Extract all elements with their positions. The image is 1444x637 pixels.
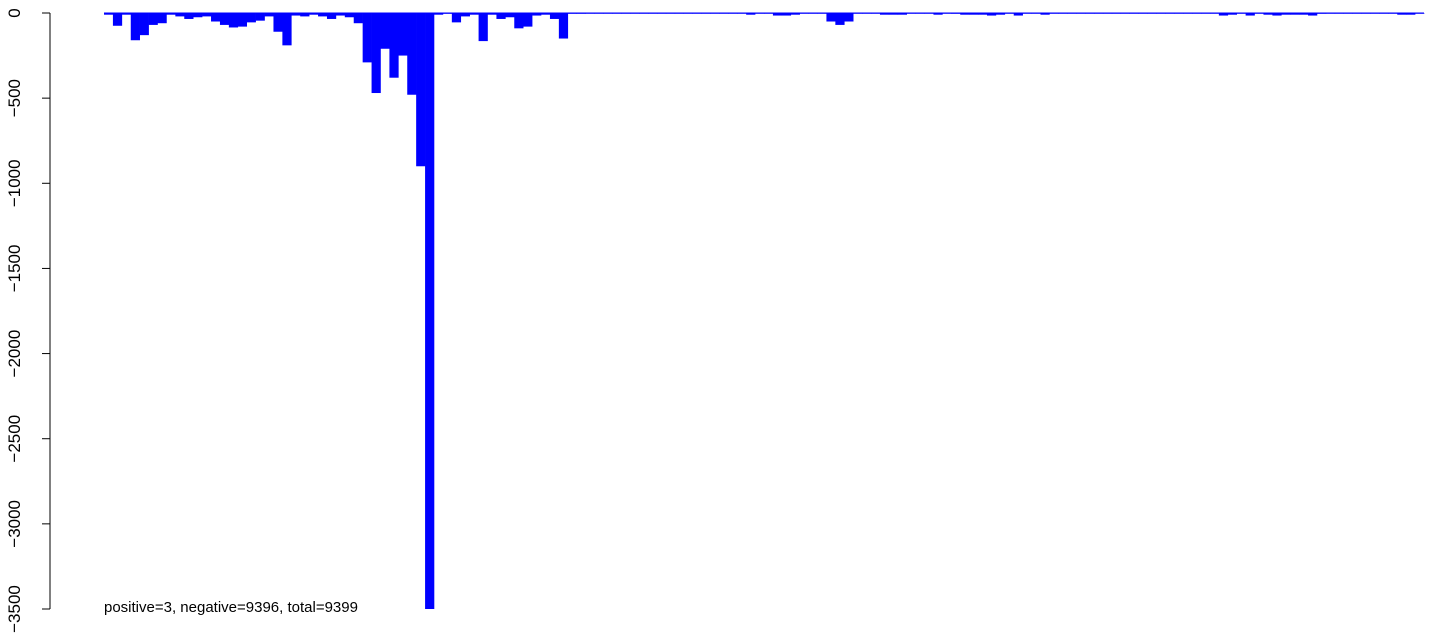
y-tick-label--2000: −2000 (5, 330, 24, 378)
bar-37 (434, 13, 444, 15)
bar-105 (1040, 13, 1050, 15)
y-tick-label--2500: −2500 (5, 415, 24, 463)
bar-4 (139, 13, 149, 36)
bar-128 (1245, 13, 1255, 16)
bar-17 (255, 13, 265, 21)
bar-46 (514, 13, 524, 29)
bar-126 (1227, 13, 1237, 15)
bar-49 (541, 13, 551, 15)
bar-130 (1263, 13, 1273, 15)
y-tick-label--3500: −3500 (5, 585, 24, 633)
bar-24 (318, 13, 328, 17)
bar-134 (1299, 13, 1309, 15)
bar-6 (157, 13, 167, 24)
bar-82 (835, 13, 845, 25)
bar-135 (1308, 13, 1318, 16)
y-tick-label--3000: −3000 (5, 500, 24, 548)
bar-34 (407, 13, 417, 95)
bar-72 (746, 13, 756, 15)
bar-10 (193, 13, 203, 18)
bar-39 (451, 13, 462, 23)
bar-18 (264, 13, 274, 17)
bar-7 (166, 13, 176, 15)
bar-88 (888, 13, 899, 15)
y-tick-label--500: −500 (5, 79, 24, 117)
bar-28 (353, 13, 363, 24)
bar-2 (121, 13, 132, 15)
y-tick-label--1500: −1500 (5, 245, 24, 293)
bar-42 (478, 13, 488, 42)
bar-97 (969, 13, 979, 15)
y-tick-label--1000: −1000 (5, 159, 24, 207)
bar-30 (371, 13, 381, 94)
bar-11 (202, 13, 212, 17)
bar-125 (1218, 13, 1229, 16)
bar-8 (175, 13, 185, 17)
bar-3 (130, 13, 140, 41)
bar-5 (148, 13, 158, 25)
bar-51 (558, 13, 569, 39)
bar-44 (496, 13, 506, 19)
bar-12 (211, 13, 221, 22)
bar-13 (219, 13, 230, 25)
bar-77 (790, 13, 800, 15)
bar-132 (1281, 13, 1291, 15)
bar-48 (532, 13, 542, 16)
bar-99 (986, 13, 997, 16)
bar-14 (228, 13, 239, 28)
bar-131 (1272, 13, 1282, 16)
bar-50 (549, 13, 560, 19)
bar-75 (772, 13, 783, 16)
bar-35 (416, 13, 426, 167)
bar-36 (425, 13, 435, 609)
y-axis: 0 −500 −1000 −1500 −2000 −2500 −3000 −3500 (5, 8, 51, 633)
bar-16 (246, 13, 256, 23)
bar-40 (460, 13, 470, 17)
y-tick-label-0: 0 (5, 8, 24, 17)
bar-1 (112, 13, 123, 26)
bar-32 (389, 13, 399, 78)
bar-102 (1013, 13, 1023, 16)
bar-47 (523, 13, 533, 27)
bar-29 (362, 13, 372, 63)
bar-87 (879, 13, 890, 15)
bar-21 (291, 13, 301, 16)
bars-group (104, 13, 1425, 609)
bar-83 (844, 13, 854, 22)
bar-25 (326, 13, 337, 19)
bar-22 (300, 13, 310, 17)
bar-100 (995, 13, 1006, 15)
bar-96 (960, 13, 970, 15)
bar-20 (282, 13, 292, 46)
bar-133 (1290, 13, 1300, 15)
bar-31 (380, 13, 390, 49)
bar-0 (104, 13, 114, 15)
bar-81 (826, 13, 836, 22)
bar-27 (344, 13, 355, 18)
bar-19 (273, 13, 283, 32)
bar-145 (1397, 13, 1407, 15)
bar-26 (335, 13, 346, 16)
bar-15 (237, 13, 247, 27)
stats-annotation: positive=3, negative=9396, total=9399 (104, 599, 358, 616)
bar-23 (309, 13, 319, 15)
bar-9 (184, 13, 194, 19)
bar-93 (933, 13, 943, 15)
bar-146 (1406, 13, 1416, 15)
bar-43 (487, 13, 497, 15)
bar-33 (398, 13, 408, 56)
bar-98 (978, 13, 988, 15)
bar-76 (781, 13, 792, 16)
bar-89 (897, 13, 907, 15)
bar-45 (505, 13, 515, 18)
bar-41 (469, 13, 479, 15)
